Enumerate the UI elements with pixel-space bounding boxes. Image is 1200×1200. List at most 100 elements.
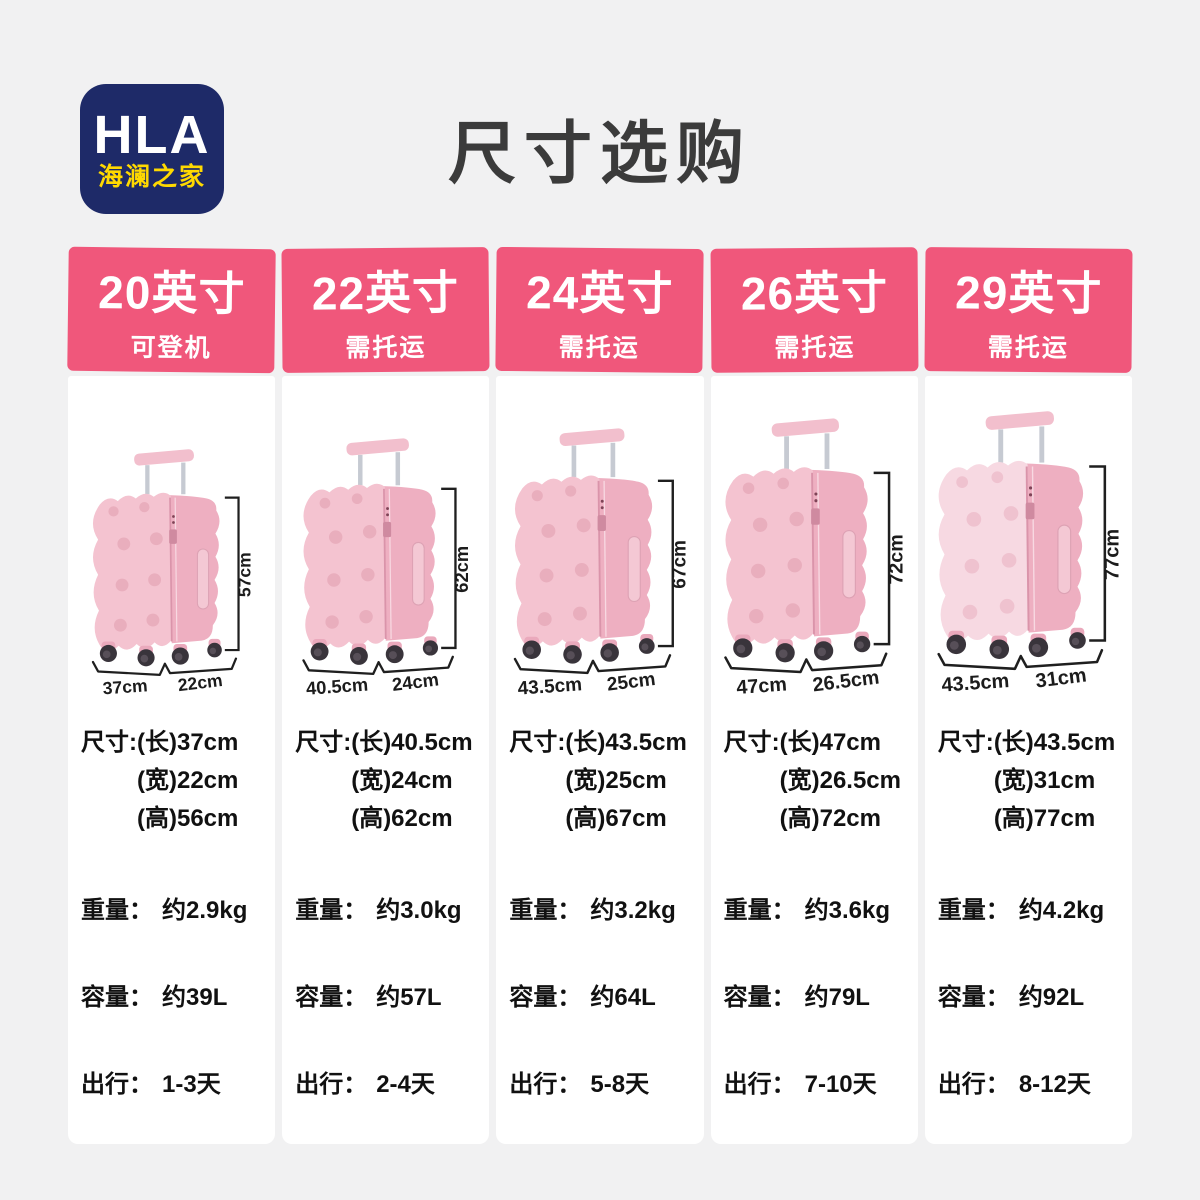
height-bracket — [1089, 465, 1106, 642]
dimension-height: (高)72cm — [779, 804, 881, 832]
size-panel: 62cm 40.5cm 24cm 尺寸: (长)40.5cm (宽)24cm (… — [282, 376, 490, 1144]
weight-row: 重量： 约4.2kg — [938, 890, 1126, 925]
size-label: 22英寸 — [311, 265, 460, 320]
capacity-label: 容量： — [295, 983, 368, 1011]
dimensions-row: 尺寸: (长)43.5cm (宽)31cm (高)77cm — [938, 724, 1126, 838]
dimension-length: (长)40.5cm — [351, 729, 473, 756]
height-label: 77cm — [1101, 529, 1123, 580]
weight-label: 重量： — [81, 896, 153, 924]
suitcase-body — [514, 475, 652, 647]
column-29-inch: 29英寸 需托运 — [924, 240, 1133, 1144]
capacity-value: 约57L — [376, 983, 442, 1011]
dimension-width: (宽)22cm — [137, 766, 239, 794]
capacity-row: 容量： 约57L — [295, 977, 483, 1012]
trip-value: 2-4天 — [376, 1070, 435, 1098]
suitcase-illustration: 62cm 40.5cm 24cm — [302, 438, 472, 698]
width-label: 26.5cm — [812, 666, 881, 696]
brand-logo: HLA 海澜之家 — [80, 84, 224, 214]
trip-value: 1-3天 — [162, 1070, 221, 1098]
suitcase-figure: 62cm 40.5cm 24cm — [282, 376, 489, 698]
trip-label: 出行： — [295, 1070, 368, 1098]
size-header: 20英寸 可登机 — [67, 246, 276, 374]
column-22-inch: 22英寸 需托运 — [281, 240, 490, 1144]
trip-row: 出行： 8-12天 — [938, 1064, 1126, 1099]
dimensions-label: 尺寸: — [937, 729, 994, 756]
brand-name: 海澜之家 — [97, 163, 206, 191]
suitcase-body — [303, 483, 436, 649]
wheels — [522, 633, 655, 664]
capacity-label: 容量： — [509, 983, 582, 1011]
tsa-lock — [169, 529, 177, 544]
column-24-inch: 24英寸 需托运 — [495, 240, 705, 1144]
checked-label: 需托运 — [345, 333, 427, 362]
capacity-row: 容量： 约39L — [81, 977, 269, 1012]
specs: 尺寸: (长)43.5cm (宽)31cm (高)77cm 重量： 约4.2kg … — [925, 698, 1132, 1099]
weight-label: 重量： — [937, 896, 1010, 924]
height-label: 72cm — [886, 534, 908, 584]
dimension-height: (高)77cm — [993, 804, 1096, 832]
capacity-label: 容量： — [937, 983, 1010, 1011]
wheels — [733, 631, 871, 663]
capacity-row: 容量： 约64L — [509, 977, 697, 1012]
side-handle — [627, 535, 641, 603]
width-label: 31cm — [1034, 664, 1088, 692]
brand-initials: HLA — [93, 105, 211, 165]
dimensions-row: 尺寸: (长)43.5cm (宽)25cm (高)67cm — [509, 724, 697, 838]
width-bracket — [724, 652, 888, 674]
tsa-lock — [597, 515, 606, 531]
capacity-value: 约39L — [162, 983, 228, 1011]
length-label: 43.5cm — [517, 674, 583, 698]
weight-row: 重量： 约3.6kg — [724, 890, 912, 925]
capacity-row: 容量： 约79L — [724, 977, 912, 1012]
weight-value: 约3.2kg — [590, 896, 676, 924]
checked-label: 需托运 — [773, 333, 856, 362]
dimension-height: (高)67cm — [565, 804, 667, 832]
size-label: 26英寸 — [740, 265, 888, 320]
side-handle — [842, 529, 857, 599]
dimensions-label: 尺寸: — [81, 729, 137, 756]
height-label: 57cm — [234, 552, 254, 597]
boarding-label: 可登机 — [130, 333, 212, 362]
length-label: 40.5cm — [305, 674, 368, 698]
size-label: 29英寸 — [954, 265, 1103, 320]
dimension-length: (长)43.5cm — [993, 729, 1116, 756]
wheels — [310, 636, 439, 665]
width-bracket — [302, 655, 455, 676]
size-panel: 72cm 47cm 26.5cm 尺寸: (长)47cm (宽)26.5cm (… — [710, 376, 918, 1144]
suitcase-illustration: 77cm 43.5cm 31cm — [937, 411, 1123, 697]
capacity-value: 约79L — [804, 983, 870, 1011]
weight-value: 约2.9kg — [162, 896, 248, 924]
suitcase-figure: 72cm 47cm 26.5cm — [711, 376, 918, 698]
trip-label: 出行： — [723, 1070, 796, 1098]
dimension-length: (长)37cm — [137, 729, 239, 756]
trip-label: 出行： — [509, 1070, 582, 1098]
width-bracket — [91, 657, 237, 676]
trip-label: 出行： — [81, 1070, 153, 1098]
trolley-handle — [985, 411, 1054, 463]
weight-row: 重量： 约3.2kg — [509, 890, 697, 925]
dimensions-label: 尺寸: — [295, 729, 352, 756]
size-header: 24英寸 需托运 — [495, 246, 705, 374]
size-header: 26英寸 需托运 — [710, 247, 919, 373]
size-columns: 20英寸 可登机 — [0, 240, 1200, 1144]
size-label: 24英寸 — [526, 265, 675, 320]
dimensions-row: 尺寸: (长)40.5cm (宽)24cm (高)62cm — [295, 724, 483, 838]
width-label: 25cm — [605, 669, 656, 696]
trolley-handle — [771, 418, 840, 469]
width-label: 22cm — [176, 670, 223, 695]
length-label: 37cm — [102, 675, 148, 698]
size-panel: 57cm 37cm 22cm 尺寸: (长)37cm (宽)22cm (高)56… — [68, 376, 276, 1144]
dimension-width: (宽)31cm — [993, 766, 1096, 794]
dimension-width: (宽)25cm — [565, 766, 667, 794]
weight-label: 重量： — [509, 896, 582, 924]
weight-row: 重量： 约2.9kg — [81, 890, 269, 925]
suitcase-figure: 77cm 43.5cm 31cm — [925, 376, 1132, 698]
height-bracket — [873, 471, 891, 646]
weight-value: 约4.2kg — [1018, 896, 1105, 924]
tsa-lock — [383, 521, 392, 538]
suitcase-body — [92, 492, 220, 651]
capacity-label: 容量： — [723, 983, 796, 1011]
checked-label: 需托运 — [558, 333, 641, 362]
trip-label: 出行： — [937, 1070, 1010, 1098]
weight-value: 约3.0kg — [376, 896, 462, 924]
